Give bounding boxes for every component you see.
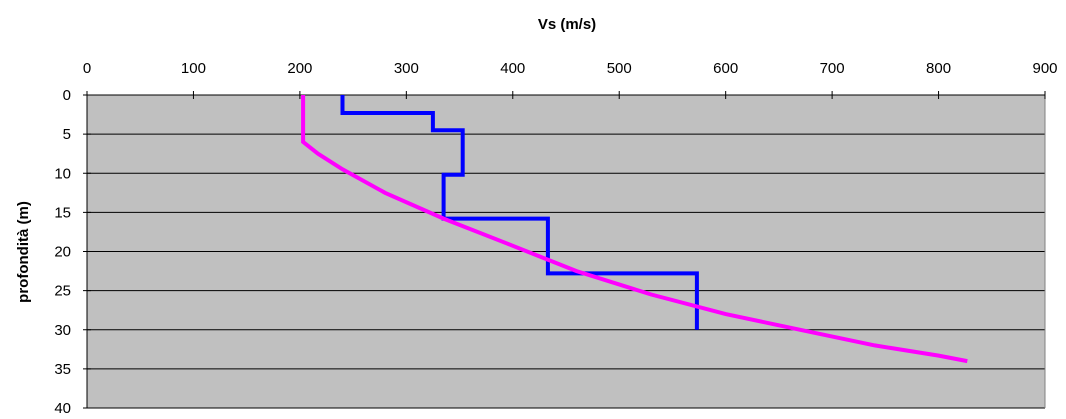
plot-area: 0 100 200 300 400 500 600 700 800 900 0 5 10 15 20 25 30…	[54, 60, 1057, 417]
series-line-1	[340, 95, 699, 330]
y-tick-label: 25	[54, 283, 71, 300]
y-tick-label: 10	[54, 165, 71, 182]
y-axis-title: profondità (m)	[15, 201, 32, 303]
x-tick-label: 800	[926, 60, 951, 77]
y-tick-label: 30	[54, 322, 71, 339]
y-tick-label: 20	[54, 244, 71, 261]
y-tick-label: 15	[54, 204, 71, 221]
y-tick-label: 35	[54, 361, 71, 378]
y-tick-label: 40	[54, 400, 71, 414]
x-axis-title: Vs (m/s)	[538, 16, 596, 33]
x-tick-label: 900	[1032, 60, 1057, 77]
y-tick-label: 5	[63, 126, 71, 143]
x-tick-label: 100	[181, 60, 206, 77]
x-tick-label: 400	[500, 60, 525, 77]
x-tick-label: 200	[287, 60, 312, 77]
y-tick-label: 0	[63, 87, 71, 104]
x-tick-label: 0	[83, 60, 91, 77]
x-tick-label: 500	[607, 60, 632, 77]
x-tick-label: 600	[713, 60, 738, 77]
x-tick-label: 700	[820, 60, 845, 77]
series-line-2	[301, 95, 968, 364]
x-tick-label: 300	[394, 60, 419, 77]
